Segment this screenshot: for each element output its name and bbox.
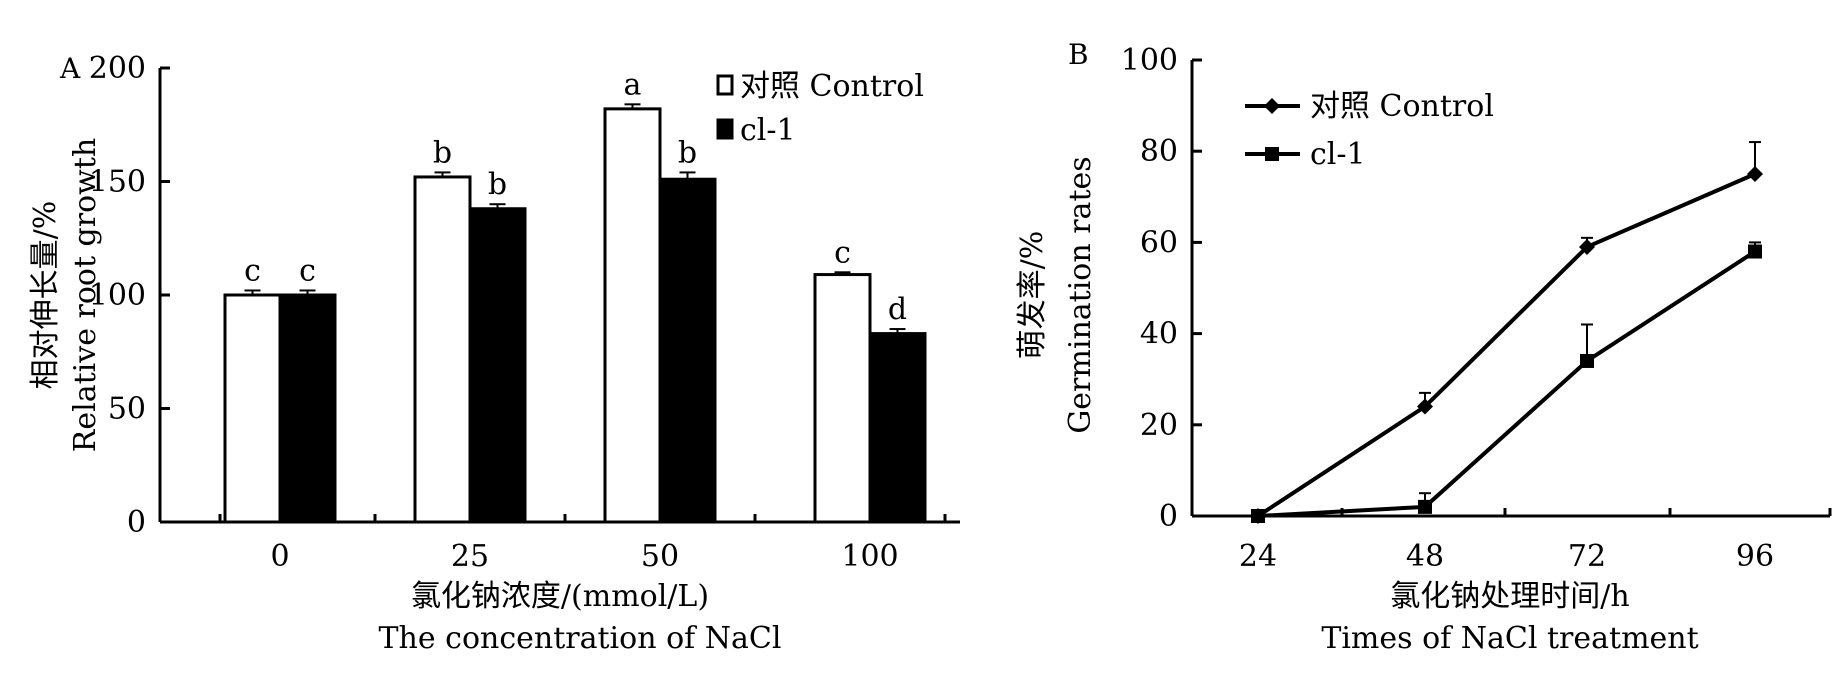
- y-axis-label-en: Germination rates: [1063, 156, 1098, 433]
- y-tick-label: 100: [89, 278, 146, 313]
- legend-label: cl-1: [740, 113, 796, 148]
- y-tick-label: 150: [89, 165, 146, 200]
- significance-letter: a: [624, 67, 642, 102]
- x-tick-label: 96: [1736, 539, 1774, 574]
- data-point-square: [1580, 353, 1594, 368]
- y-tick-label: 50: [108, 392, 146, 427]
- y-tick-label: 20: [1140, 408, 1178, 443]
- legend-label: 对照 Control: [740, 69, 924, 104]
- y-axis-label-en: Relative root growth: [68, 138, 103, 452]
- y-axis-label-cn: 萌发率/%: [1015, 231, 1050, 360]
- x-axis-label-cn: 氯化钠浓度/(mmol/L): [411, 579, 709, 614]
- y-tick-label: 200: [89, 51, 146, 86]
- y-tick-label: 100: [1121, 43, 1178, 78]
- legend-marker-square: [1265, 147, 1279, 161]
- bar: [468, 207, 527, 524]
- x-tick-label: 72: [1568, 539, 1606, 574]
- panel-a-bar-chart: 0 50 100 150 200 0 25 50 100 c b a c c b b d 对照 Control cl…: [28, 51, 960, 656]
- bar: [603, 107, 662, 524]
- significance-letter: b: [678, 135, 697, 170]
- significance-letter: c: [244, 253, 261, 288]
- y-tick-label: 0: [1159, 499, 1178, 534]
- data-point-square: [1251, 509, 1265, 523]
- significance-letter: d: [888, 292, 907, 327]
- legend-swatch: [716, 118, 734, 140]
- panel-b-line-chart: 0 20 40 60 80 100 24 48 72 96 对照 Control cl-1 B 萌发率/%…: [1015, 38, 1832, 656]
- bar: [813, 273, 872, 524]
- panel-label: B: [1068, 38, 1089, 71]
- significance-letter: b: [488, 167, 507, 202]
- y-tick-label: 0: [127, 505, 146, 540]
- bar: [413, 175, 472, 524]
- x-tick-label: 24: [1239, 539, 1277, 574]
- significance-letter: c: [834, 235, 851, 270]
- significance-letter: c: [299, 253, 316, 288]
- significance-letter: b: [433, 135, 452, 170]
- x-tick-label: 0: [270, 539, 289, 574]
- x-tick-label: 25: [451, 539, 489, 574]
- data-point-diamond: [1579, 238, 1595, 255]
- bar: [278, 293, 337, 524]
- bar: [223, 293, 282, 524]
- data-point-diamond: [1747, 166, 1763, 182]
- data-point-square: [1418, 499, 1432, 514]
- x-axis-label-en: Times of NaCl treatment: [1321, 621, 1698, 656]
- x-axis-label-en: The concentration of NaCl: [379, 621, 782, 656]
- legend-label: 对照 Control: [1310, 89, 1494, 124]
- data-point-square: [1748, 244, 1762, 259]
- panel-label: A: [59, 52, 81, 85]
- bar: [868, 332, 927, 524]
- x-tick-label: 50: [641, 539, 679, 574]
- legend-swatch: [716, 74, 734, 96]
- x-tick-label: 100: [841, 539, 898, 574]
- x-tick-label: 48: [1406, 539, 1444, 574]
- y-tick-label: 80: [1140, 134, 1178, 169]
- y-axis-label-cn: 相对伸长量/%: [28, 201, 63, 390]
- data-point-diamond: [1417, 398, 1433, 415]
- bar: [658, 177, 717, 524]
- legend-marker-diamond: [1264, 98, 1280, 114]
- legend-label: cl-1: [1310, 137, 1366, 172]
- series-line: [1256, 172, 1756, 518]
- y-tick-label: 40: [1140, 317, 1178, 352]
- y-tick-label: 60: [1140, 225, 1178, 260]
- series-line: [1257, 249, 1757, 518]
- x-axis-label-cn: 氯化钠处理时间/h: [1390, 579, 1629, 614]
